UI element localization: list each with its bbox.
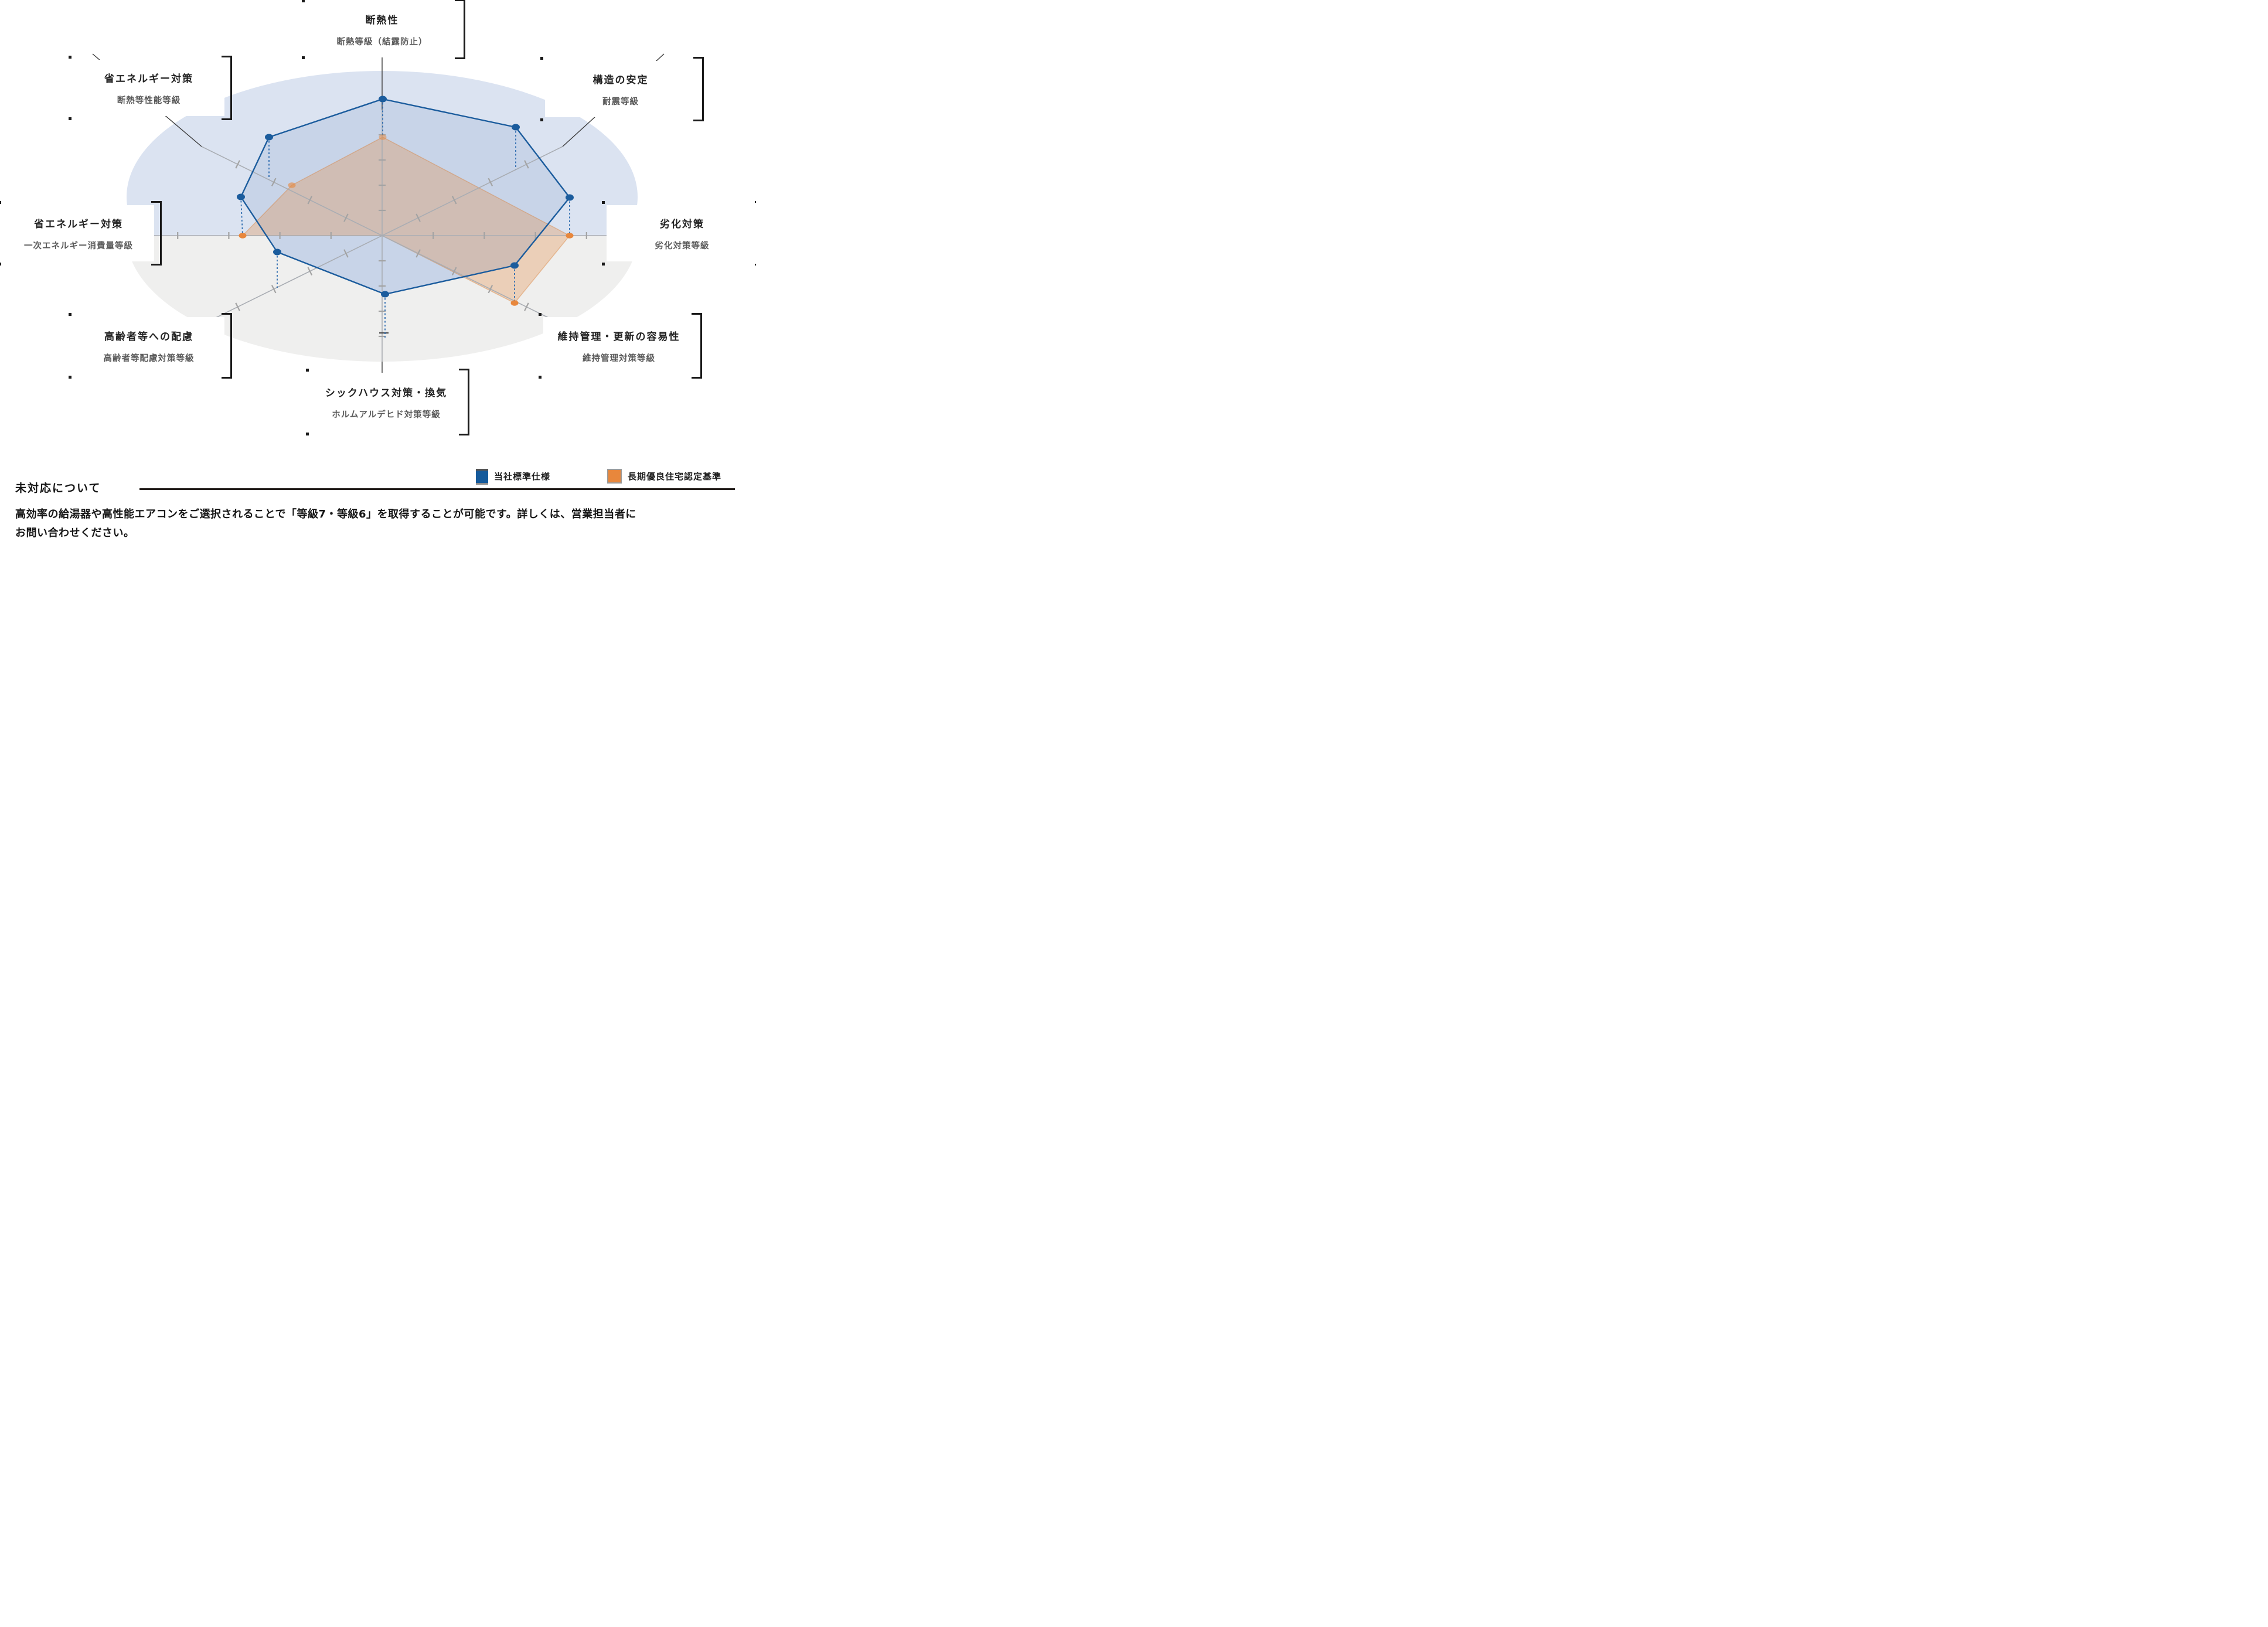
radar-chart xyxy=(63,53,697,382)
note-divider xyxy=(139,488,735,490)
corner-mark xyxy=(306,433,309,435)
bracket-decoration xyxy=(755,201,756,266)
corner-mark xyxy=(69,313,71,316)
dropline xyxy=(240,196,243,236)
axis-grade: ホルムアルデヒド対策等級 xyxy=(332,410,441,420)
axis-tick xyxy=(307,195,313,205)
axis-grade: 断熱等級（結露防止） xyxy=(336,37,428,47)
axis-line xyxy=(382,146,563,236)
legend-label: 長期優良住宅認定基準 xyxy=(628,471,722,482)
legend-item-certification: 長期優良住宅認定基準 xyxy=(607,469,721,484)
corner-mark xyxy=(306,369,309,372)
axis-tick xyxy=(307,267,313,276)
corner-mark xyxy=(69,117,71,120)
legend-swatch-orange xyxy=(607,469,622,484)
corner-mark xyxy=(69,376,71,379)
corner-mark xyxy=(302,56,305,59)
blue-data-point xyxy=(237,193,245,200)
axis-label-insulation: 断熱性 断熱等級（結露防止） xyxy=(302,0,465,59)
axis-label-insulation-grade: 省エネルギー対策 断熱等性能等級 xyxy=(69,56,232,120)
axis-title: 構造の安定 xyxy=(592,74,649,86)
blue-series-fill xyxy=(241,99,570,294)
axis-title: 劣化対策 xyxy=(660,218,704,230)
bracket-decoration xyxy=(222,313,232,379)
legend-item-standard: 当社標準仕様 xyxy=(476,469,550,485)
axis-label-sick-house: シックハウス対策・換気 ホルムアルデヒド対策等級 xyxy=(306,369,469,435)
axis-title: 断熱性 xyxy=(365,14,399,26)
axis-grade: 耐震等級 xyxy=(602,97,639,107)
note-line-2: お問い合わせください。 xyxy=(15,526,135,539)
blue-data-point xyxy=(512,124,520,131)
corner-mark xyxy=(539,376,542,379)
axis-tick xyxy=(488,284,493,294)
blue-data-point xyxy=(510,262,519,269)
bracket-decoration xyxy=(692,313,702,379)
axis-grade: 高齢者等配慮対策等級 xyxy=(103,353,195,363)
blue-data-point xyxy=(566,194,574,201)
bracket-decoration xyxy=(151,201,162,266)
axis-grade: 劣化対策等級 xyxy=(655,241,710,251)
axis-tick xyxy=(343,249,349,258)
orange-data-point xyxy=(379,134,387,140)
corner-mark xyxy=(602,201,605,204)
axis-title: 省エネルギー対策 xyxy=(104,73,193,85)
axis-tick xyxy=(235,302,240,311)
axis-label-elderly: 高齢者等への配慮 高齢者等配慮対策等級 xyxy=(69,313,232,379)
axis-tick xyxy=(343,213,349,222)
axis-tick xyxy=(271,284,277,294)
axis-label-structure: 構造の安定 耐震等級 xyxy=(540,57,704,121)
note-heading: 未対応について xyxy=(15,482,101,495)
axis-title: 維持管理・更新の容易性 xyxy=(557,331,680,343)
axis-line xyxy=(382,235,563,325)
blue-data-point xyxy=(379,96,387,103)
corner-mark xyxy=(540,57,543,60)
housing-performance-radar-figure: 断熱性 断熱等級（結露防止） 構造の安定 耐震等級 劣化対策 劣化対策等級 維持… xyxy=(0,0,756,542)
axis-tick xyxy=(488,178,493,187)
axis-grade: 維持管理対策等級 xyxy=(583,353,655,363)
axis-tick xyxy=(524,302,529,311)
corner-mark xyxy=(302,0,305,2)
axis-tick xyxy=(451,195,457,205)
axis-tick xyxy=(416,213,421,222)
axis-title: 省エネルギー対策 xyxy=(34,218,123,230)
bracket-decoration xyxy=(222,56,232,120)
corner-mark xyxy=(0,263,1,266)
corner-mark xyxy=(540,118,543,121)
axis-tick xyxy=(235,160,240,169)
axis-label-maintenance: 維持管理・更新の容易性 維持管理対策等級 xyxy=(539,313,702,379)
axis-tick xyxy=(451,267,457,276)
note-line-1: 高効率の給湯器や高性能エアコンをご選択されることで「等級7・等級6」を取得するこ… xyxy=(15,508,636,520)
axis-tick xyxy=(416,249,421,258)
note-body: 高効率の給湯器や高性能エアコンをご選択されることで「等級7・等級6」を取得するこ… xyxy=(15,505,747,542)
orange-data-point xyxy=(288,182,296,188)
bracket-decoration xyxy=(459,369,469,435)
blue-data-point xyxy=(265,134,273,141)
orange-data-point xyxy=(566,233,574,239)
axis-line xyxy=(201,146,383,236)
blue-data-point xyxy=(273,249,281,256)
legend-swatch-blue xyxy=(476,469,488,485)
blue-data-point xyxy=(381,291,389,298)
corner-mark xyxy=(0,201,1,204)
orange-data-point xyxy=(239,233,247,239)
orange-data-point xyxy=(510,300,519,306)
axis-tick xyxy=(271,178,277,187)
corner-mark xyxy=(69,56,71,59)
axis-title: 高齢者等への配慮 xyxy=(104,331,193,343)
axis-grade: 一次エネルギー消費量等級 xyxy=(24,241,133,251)
corner-mark xyxy=(602,263,605,266)
bracket-decoration xyxy=(455,0,465,59)
axis-label-primary-energy: 省エネルギー対策 一次エネルギー消費量等級 xyxy=(0,201,162,266)
axis-title: シックハウス対策・換気 xyxy=(325,387,448,399)
axis-tick xyxy=(524,160,529,169)
corner-mark xyxy=(539,313,542,316)
axis-label-deterioration: 劣化対策 劣化対策等級 xyxy=(602,201,756,266)
legend-label: 当社標準仕様 xyxy=(494,471,551,482)
axis-grade: 断熱等性能等級 xyxy=(117,96,181,105)
bracket-decoration xyxy=(693,57,704,121)
axis-line xyxy=(201,235,383,325)
